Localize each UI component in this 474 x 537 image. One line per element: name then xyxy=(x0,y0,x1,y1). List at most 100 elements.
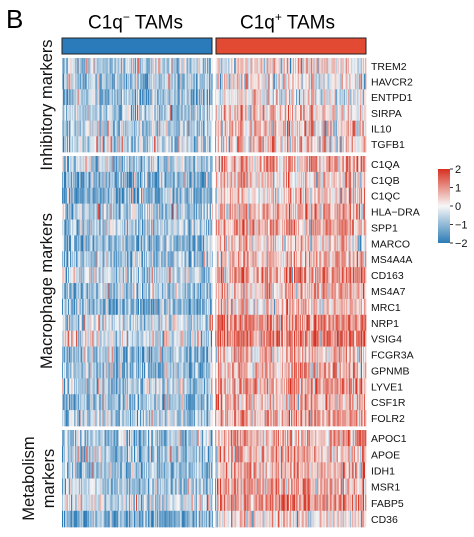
heatmap-cell xyxy=(270,58,273,75)
heatmap-cell xyxy=(190,89,193,106)
heatmap-cell xyxy=(205,156,208,173)
heatmap-cell xyxy=(169,73,171,90)
heatmap-cell xyxy=(260,105,262,122)
heatmap-cell xyxy=(348,136,351,153)
heatmap-cell xyxy=(144,156,146,173)
heatmap-cell xyxy=(346,136,349,153)
heatmap-cell xyxy=(364,298,367,316)
heatmap-cell xyxy=(84,89,86,106)
heatmap-cell xyxy=(331,120,333,137)
heatmap-cell xyxy=(158,89,160,106)
heatmap-cell xyxy=(129,105,132,122)
heatmap-cell xyxy=(217,136,219,153)
heatmap-cell xyxy=(362,89,365,106)
heatmap-cell xyxy=(284,156,287,173)
heatmap-cell xyxy=(144,58,146,75)
heatmap-cell xyxy=(287,120,290,137)
heatmap-cell xyxy=(145,105,147,122)
heatmap-cell xyxy=(134,156,137,173)
heatmap-cell xyxy=(243,156,245,173)
heatmap-cell xyxy=(301,156,303,173)
heatmap-cell xyxy=(305,156,307,173)
heatmap-cell xyxy=(179,156,181,173)
heatmap-cell xyxy=(74,156,76,173)
heatmap-cell xyxy=(81,120,83,137)
heatmap-cell xyxy=(360,156,363,173)
heatmap-cell xyxy=(75,73,77,90)
heatmap-cell xyxy=(201,120,204,137)
heatmap-cell xyxy=(76,89,78,106)
heatmap-cell xyxy=(200,105,203,122)
heatmap-cell xyxy=(210,73,213,90)
heatmap-cell xyxy=(103,171,105,189)
heatmap-cell xyxy=(216,89,218,106)
heatmap-cell xyxy=(68,89,70,106)
heatmap-cell xyxy=(354,120,357,137)
heatmap-cell xyxy=(144,120,146,137)
heatmap-cell xyxy=(74,105,76,122)
heatmap-cell xyxy=(139,73,141,90)
heatmap-cell xyxy=(128,73,131,90)
heatmap-cell xyxy=(247,89,249,106)
heatmap-cell xyxy=(131,58,134,75)
heatmap-cell xyxy=(338,58,340,75)
heatmap-cell xyxy=(193,156,196,173)
heatmap-cell xyxy=(162,120,164,137)
heatmap-cell xyxy=(79,171,81,189)
heatmap-cell xyxy=(97,73,99,90)
heatmap-cell xyxy=(133,120,136,137)
heatmap-cell xyxy=(170,120,172,137)
heatmap-cell xyxy=(353,58,356,75)
heatmap-cell xyxy=(297,89,299,106)
heatmap-cell xyxy=(126,89,129,106)
heatmap-cell xyxy=(71,105,73,122)
heatmap-cell xyxy=(362,120,365,137)
heatmap-cell xyxy=(185,136,187,153)
group-label-positive-base: C1q xyxy=(240,12,275,34)
heatmap-cell xyxy=(306,156,308,173)
heatmap-cell xyxy=(288,73,291,90)
heatmap-cell xyxy=(269,58,272,75)
heatmap-cell xyxy=(73,89,75,106)
heatmap-cell xyxy=(310,156,312,173)
heatmap-cell xyxy=(270,105,273,122)
heatmap-cell xyxy=(293,120,295,137)
heatmap-cell xyxy=(326,58,328,75)
heatmap-cell xyxy=(209,156,212,173)
heatmap-cell xyxy=(224,58,226,75)
heatmap-cell xyxy=(272,58,275,75)
heatmap-cell xyxy=(72,136,74,153)
heatmap-cell xyxy=(68,105,70,122)
heatmap-cell xyxy=(171,89,173,106)
heatmap-cell xyxy=(101,89,103,106)
heatmap-cell xyxy=(364,171,367,189)
heatmap-cell xyxy=(88,136,90,153)
heatmap-cell xyxy=(204,58,207,75)
heatmap-cell xyxy=(96,89,98,106)
heatmap-cell xyxy=(260,120,262,137)
heatmap-cell xyxy=(65,73,67,90)
heatmap-cell xyxy=(355,105,358,122)
heatmap-cell xyxy=(142,89,144,106)
heatmap-cell xyxy=(240,89,242,106)
heatmap-cell xyxy=(132,171,135,189)
heatmap-cell xyxy=(339,136,342,153)
heatmap-cell xyxy=(185,58,187,75)
heatmap-cell xyxy=(75,89,77,106)
heatmap-cell xyxy=(165,136,167,153)
heatmap-cell xyxy=(99,120,101,137)
heatmap-cell xyxy=(85,156,87,173)
heatmap-cell xyxy=(244,120,246,137)
heatmap-cell xyxy=(117,105,120,122)
heatmap-cell xyxy=(352,73,355,90)
heatmap-cell xyxy=(91,89,93,106)
heatmap-cell xyxy=(249,89,251,106)
heatmap-cell xyxy=(179,58,181,75)
heatmap-cell xyxy=(108,73,110,90)
heatmap-cell xyxy=(330,156,332,173)
heatmap-cell xyxy=(188,105,191,122)
heatmap-cell xyxy=(262,58,264,75)
heatmap-cell xyxy=(238,156,240,173)
heatmap-cell xyxy=(113,73,116,90)
heatmap-cell xyxy=(189,120,192,137)
